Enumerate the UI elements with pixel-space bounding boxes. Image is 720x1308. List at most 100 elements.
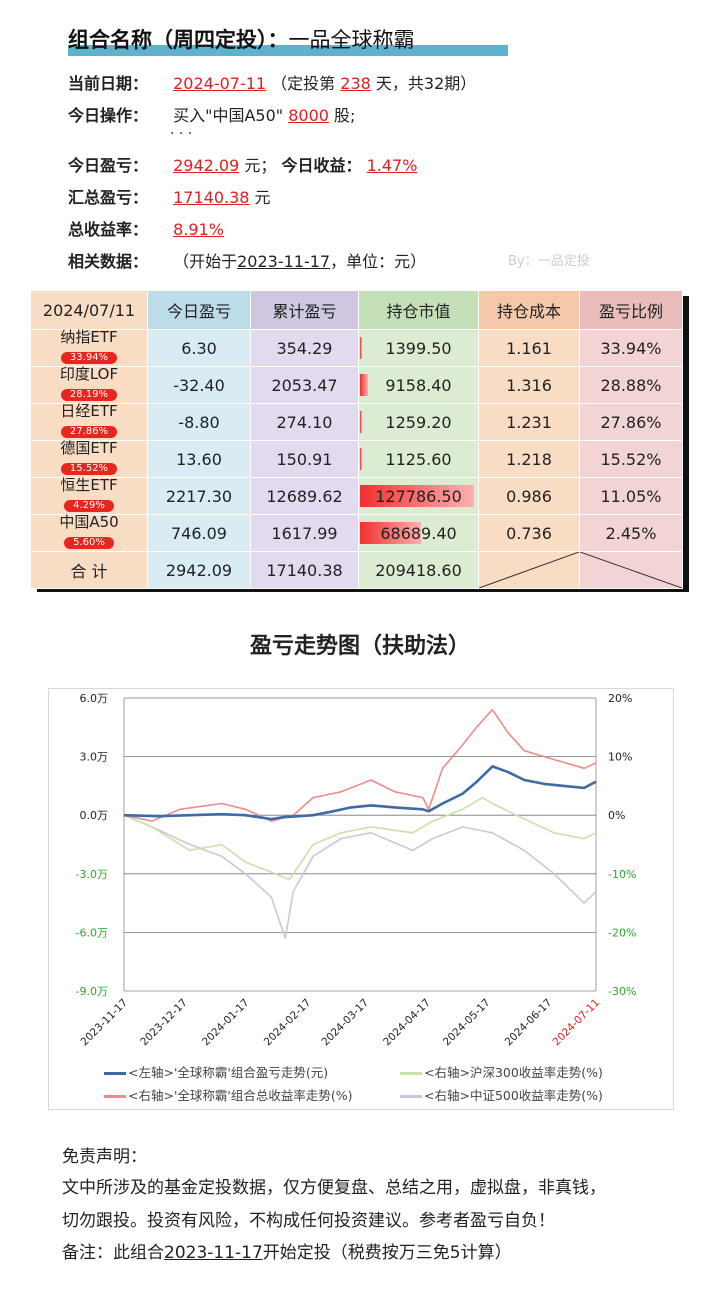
y-right-tick-label: 20% [608,692,632,705]
op-more: . . . [170,122,193,138]
diagonal-line [479,552,579,588]
market-value-bar [360,411,362,433]
fund-name-cell: 恒生ETF 4.29% [30,475,148,515]
pnl-unit: 元； [244,156,277,175]
info-rate-row: 总收益率： 8.91% [68,216,224,240]
weight-badge: 5.60% [64,536,114,549]
table-row: 恒生ETF 4.29% 2217.30 12689.62 127786.50 0.986 1… [30,475,683,515]
legend-swatch [104,1072,126,1075]
ratio-cell: 33.94% [579,329,683,367]
op-post: 股; [334,106,356,125]
pnl-today: 2942.09 [173,156,240,175]
today-pnl-cell: 2217.30 [147,477,251,515]
y-left-tick-label: 3.0万 [80,751,109,764]
fund-name-cell: 印度LOF 28.19% [30,366,148,404]
market-value-text: 1399.50 [385,338,452,358]
legend-swatch [400,1072,422,1075]
fund-name: 德国ETF [60,438,118,457]
market-value-text: 1125.60 [385,449,452,469]
date-post: 天，共32期） [375,74,477,93]
legend-item: <右轴>'全球称霸'组合总收益率走势(%) [104,1085,352,1104]
date-pre: （定投第 [271,74,336,93]
portfolio-title: 组合名称（周四定投）：一品全球称霸 [68,24,415,54]
total-unit: 元 [254,188,271,207]
disclaimer-title: 免责声明： [62,1147,147,1167]
cum-pnl-cell: 274.10 [250,403,359,441]
series-line-2 [123,708,597,822]
market-value-text: 9158.40 [385,375,452,395]
legend-swatch [400,1095,422,1098]
info-rel-row: 相关数据： （开始于2023-11-17，单位：元） [68,248,426,272]
fund-name: 纳指ETF [60,327,118,346]
market-value-cell: 9158.40 [358,366,479,404]
market-value-bar [360,522,421,544]
market-value-cell: 1259.20 [358,403,479,441]
fund-name: 日经ETF [60,401,118,420]
weight-badge: 33.94% [60,351,118,364]
diagonal-line [580,552,682,588]
chart-title: 盈亏走势图（扶助法） [249,634,470,659]
header-ratio: 盈亏比例 [579,290,683,330]
today-pnl-cell: -32.40 [147,366,251,404]
market-value-bar [360,337,362,359]
total-today: 2942.09 [147,551,251,589]
info-pnl-row: 今日盈亏： 2942.09 元； 今日收益： 1.47% [68,152,417,176]
y-left-tick-label: 0.0万 [80,809,109,822]
market-value-bar [360,374,368,396]
ratio-cell: 28.88% [579,366,683,404]
y-right-tick-label: -10% [608,868,636,881]
table-row: 德国ETF 15.52% 13.60 150.91 1125.60 1.218 15.52% [30,438,683,478]
date-label: 当前日期： [68,74,149,93]
author-watermark: By：一品定投 [508,254,590,269]
ratio-cell: 15.52% [579,440,683,478]
rel-pre: （开始于 [173,252,238,271]
note-date: 2023-11-17 [164,1243,263,1263]
cum-pnl-cell: 12689.62 [250,477,359,515]
x-tick-label: 2024-04-17 [381,997,433,1049]
table-header-row: 2024/07/11 今日盈亏 累计盈亏 持仓市值 持仓成本 盈亏比例 [30,290,683,330]
header-cost: 持仓成本 [478,290,580,330]
y-left-tick-label: -6.0万 [76,926,108,939]
pnl-label: 今日盈亏： [68,156,149,175]
x-tick-label: 2023-12-17 [138,997,190,1049]
table-row: 印度LOF 28.19% -32.40 2053.47 9158.40 1.316 28.8… [30,366,683,404]
header-underline-bar [68,45,508,56]
total-cost-empty [478,551,580,589]
weight-badge: 15.52% [60,462,118,475]
market-value-cell: 68689.40 [358,514,479,552]
header-cum-pnl: 累计盈亏 [250,290,359,330]
op-label: 今日操作： [68,106,149,125]
x-tick-label: 2024-07-11 [550,997,602,1049]
portfolio-name: 一品全球称霸 [288,28,415,52]
header-market-value: 持仓市值 [358,290,479,330]
total-label: 合 计 [30,551,148,589]
fund-name-cell: 日经ETF 27.86% [30,401,148,441]
op-qty: 8000 [288,106,329,125]
total-ratio-empty [579,551,683,589]
x-tick-label: 2024-02-17 [262,997,314,1049]
profit-trend-chart: 6.0万 3.0万 0.0万 -3.0万 -6.0万 -9.0万 20% 10% 0% -10% -… [76,692,637,1049]
ratio-cell: 27.86% [579,403,683,441]
x-tick-label: 2024-06-17 [503,997,555,1049]
cost-cell: 0.986 [478,477,580,515]
legend-item: <左轴>'全球称霸'组合盈亏走势(元) [104,1062,328,1081]
day-count: 238 [340,74,371,93]
legend-item: <右轴>中证500收益率走势(%) [400,1085,603,1104]
ratio-cell: 11.05% [579,477,683,515]
header-date: 2024/07/11 [30,290,148,330]
fund-name: 中国A50 [59,512,119,531]
series-line-3 [123,814,597,940]
total-value: 209418.60 [358,551,479,589]
cost-cell: 1.316 [478,366,580,404]
ret-label: 今日收益： [281,156,362,175]
x-tick-label: 2024-01-17 [200,997,252,1049]
header-today-pnl: 今日盈亏 [147,290,251,330]
y-left-tick-label: 6.0万 [80,692,109,705]
table-row: 日经ETF 27.86% -8.80 274.10 1259.20 1.231 27.86% [30,401,683,441]
cum-pnl-cell: 1617.99 [250,514,359,552]
total-pnl: 17140.38 [173,188,250,207]
info-op-row: 今日操作： 买入"中国A50" 8000 股; [68,102,355,126]
weight-badge: 27.86% [60,425,118,438]
legend-swatch [104,1095,126,1098]
fund-name: 恒生ETF [60,475,118,494]
